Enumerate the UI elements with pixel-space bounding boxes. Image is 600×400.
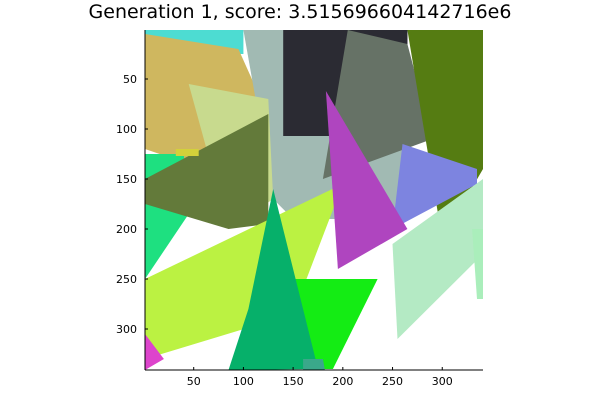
- shape-emerald-triangle: [228, 189, 318, 370]
- shape-lime-triangle: [145, 184, 343, 359]
- x-tick-label: 50: [187, 375, 201, 388]
- shape-mint-right: [472, 229, 483, 299]
- x-tick-label: 200: [332, 375, 353, 388]
- y-tick-label: 150: [116, 173, 137, 186]
- x-tick-label: 150: [283, 375, 304, 388]
- shape-magenta-triangle: [325, 91, 408, 269]
- image-layer: [145, 30, 483, 370]
- shape-blue-slash: [392, 144, 477, 229]
- chart-title: Generation 1, score: 3.515696604142716e6: [88, 1, 512, 23]
- y-tick-label: 250: [116, 273, 137, 286]
- x-tick-label: 300: [432, 375, 453, 388]
- shape-teal-bottom: [303, 359, 325, 370]
- y-tick-label: 300: [116, 323, 137, 336]
- shape-mint-triangle: [392, 179, 483, 339]
- y-tick-label: 50: [123, 73, 137, 86]
- axes: 50 100 150 200 250 300 50 100 150 200 250 300: [116, 30, 483, 388]
- shape-yellow-sliver: [175, 149, 199, 156]
- x-tick-label: 100: [233, 375, 254, 388]
- y-tick-label: 200: [116, 223, 137, 236]
- shape-olive-band: [145, 114, 269, 229]
- y-tick-label: 100: [116, 123, 137, 136]
- x-tick-label: 250: [382, 375, 403, 388]
- shape-pink-corner: [145, 334, 164, 370]
- shape-bright-green: [293, 279, 378, 369]
